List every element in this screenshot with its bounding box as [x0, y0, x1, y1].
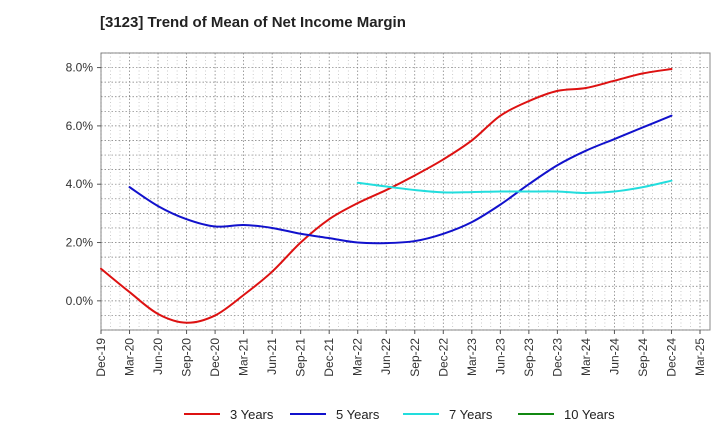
x-tick-label: Sep-24 [636, 338, 650, 377]
legend-label-7-years: 7 Years [449, 406, 493, 422]
legend-swatch-5-years [290, 413, 326, 415]
x-tick-label: Dec-22 [436, 338, 450, 377]
x-tick-label: Mar-23 [465, 338, 479, 376]
series-line-5-years [128, 114, 673, 245]
x-tick-label: Mar-20 [123, 338, 137, 376]
x-tick-label: Dec-19 [94, 338, 108, 377]
x-tick-label: Jun-22 [379, 338, 393, 375]
x-tick-label: Jun-24 [607, 338, 621, 375]
series-lines [100, 68, 673, 324]
y-axis: 0.0% 2.0% 4.0% 6.0% 8.0% [66, 61, 101, 308]
legend-item-7-years: 7 Years [403, 404, 492, 424]
x-tick-label: Jun-23 [493, 338, 507, 375]
x-tick-label: Dec-23 [550, 338, 564, 377]
series-line-3-years [100, 68, 673, 324]
y-tick-label: 2.0% [66, 236, 94, 250]
x-tick-label: Mar-21 [237, 338, 251, 376]
series-line-7-years [356, 179, 673, 194]
x-tick-label: Jun-20 [151, 338, 165, 375]
x-tick-label: Sep-20 [180, 338, 194, 377]
legend-label-3-years: 3 Years [230, 406, 274, 422]
x-tick-label: Sep-22 [408, 338, 422, 377]
x-tick-label: Dec-24 [664, 338, 678, 377]
y-tick-label: 8.0% [66, 61, 94, 75]
legend-swatch-10-years [518, 413, 554, 415]
legend-item-10-years: 10 Years [518, 404, 615, 424]
x-tick-label: Dec-20 [208, 338, 222, 377]
legend-swatch-7-years [403, 413, 439, 415]
legend-item-5-years: 5 Years [290, 404, 379, 424]
chart-title: [3123] Trend of Mean of Net Income Margi… [100, 14, 406, 31]
x-tick-label: Dec-21 [322, 338, 336, 377]
x-axis: Dec-19 Mar-20 Jun-20 Sep-20 Dec-20 Mar-21 Jun-… [94, 330, 707, 377]
x-tick-label: Sep-21 [294, 338, 308, 377]
x-tick-label: Mar-24 [579, 338, 593, 376]
x-tick-label: Mar-22 [351, 338, 365, 376]
legend-swatch-3-years [184, 413, 220, 415]
legend: 3 Years 5 Years 7 Years 10 Years [0, 404, 720, 426]
legend-label-5-years: 5 Years [336, 406, 380, 422]
x-tick-label: Mar-25 [693, 338, 707, 376]
y-tick-label: 4.0% [66, 177, 94, 191]
x-tick-label: Jun-21 [265, 338, 279, 375]
legend-label-10-years: 10 Years [564, 406, 615, 422]
y-tick-label: 0.0% [66, 294, 94, 308]
y-tick-label: 6.0% [66, 119, 94, 133]
x-tick-label: Sep-23 [522, 338, 536, 377]
legend-item-3-years: 3 Years [184, 404, 273, 424]
